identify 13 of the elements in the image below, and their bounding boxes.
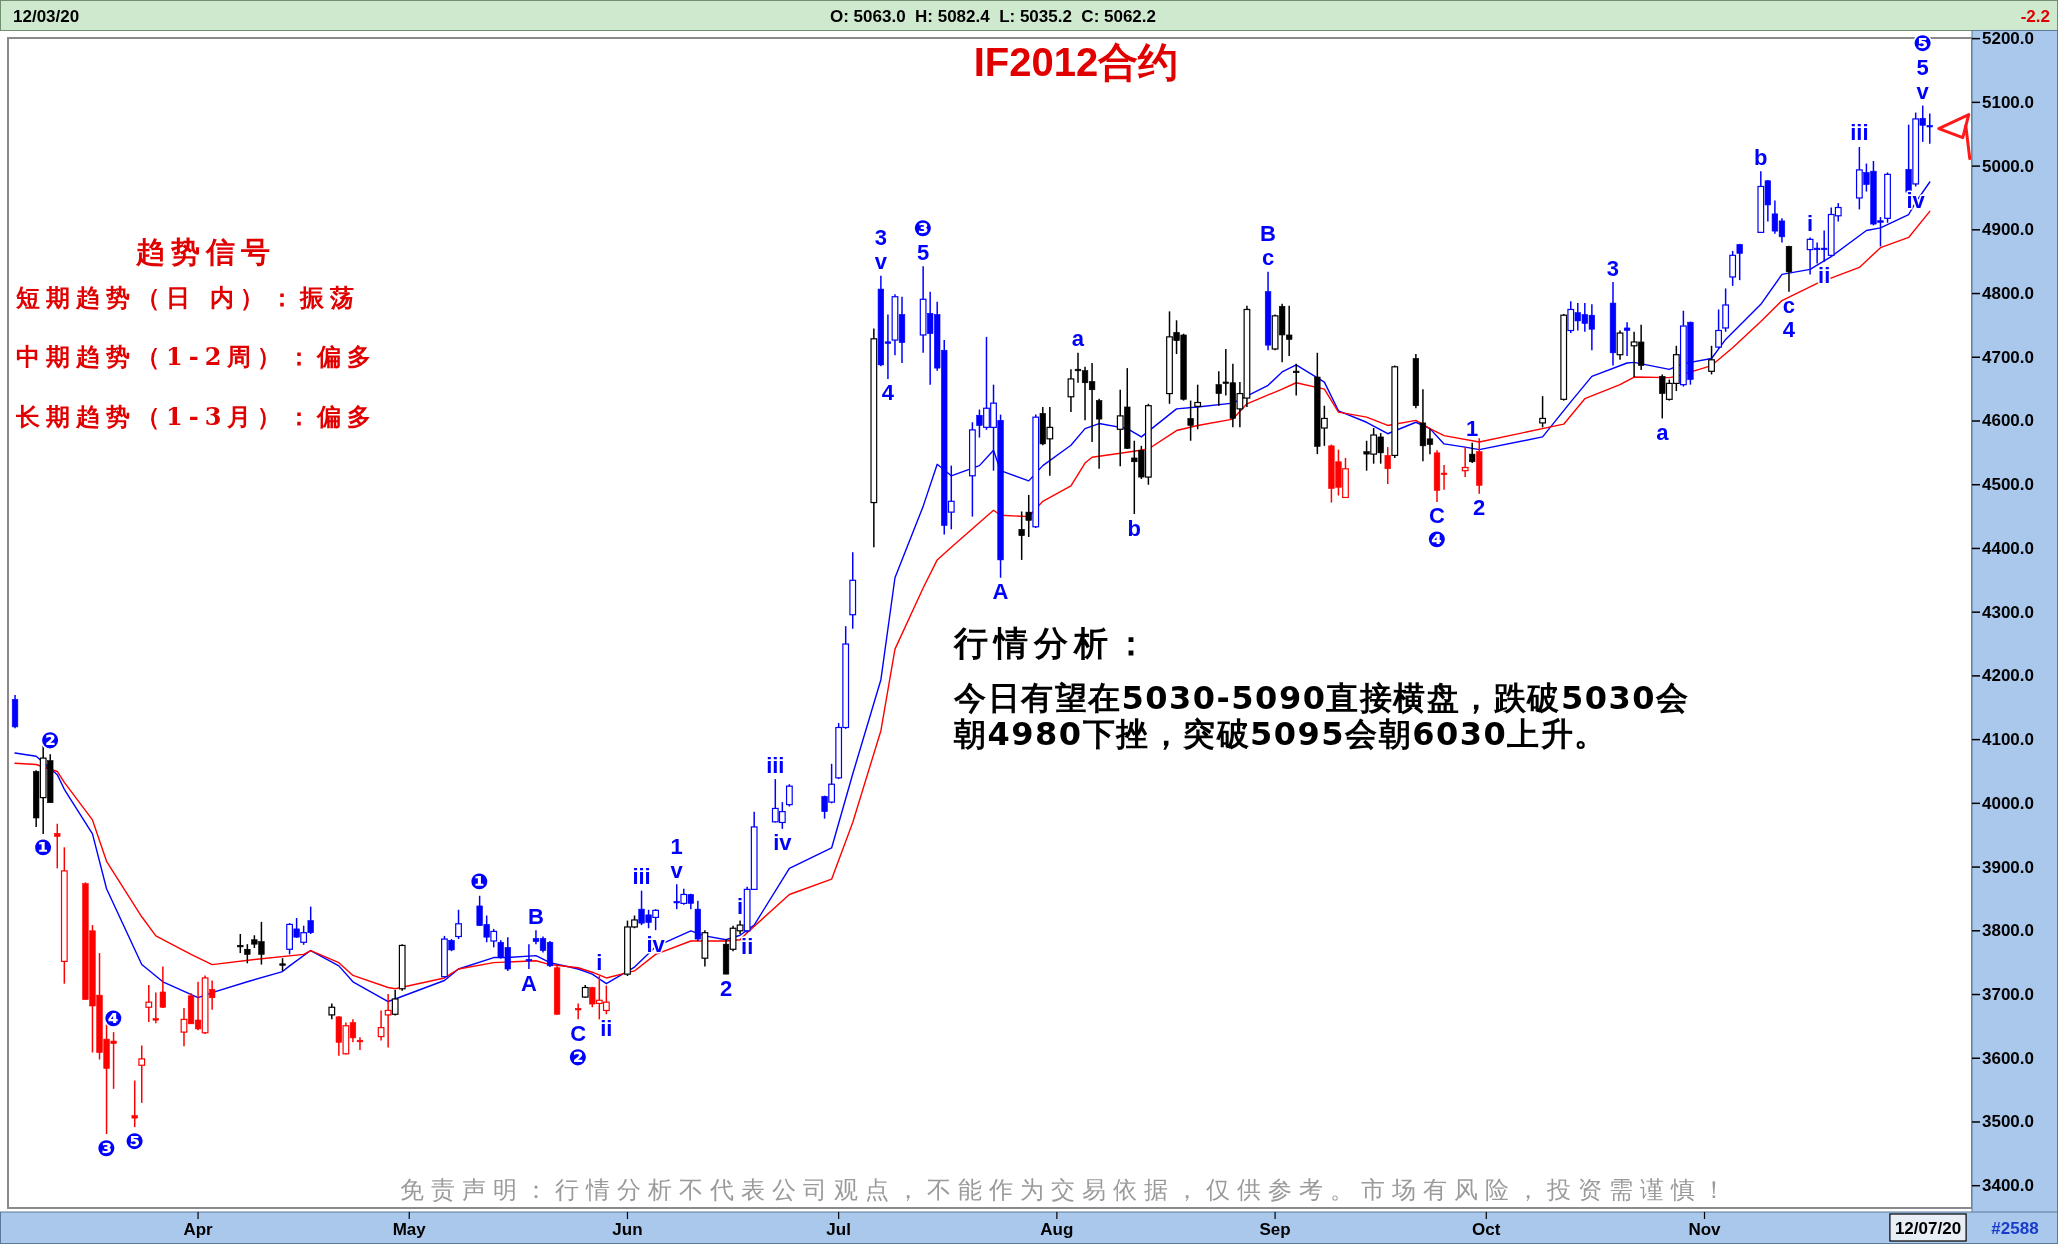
title: IF2012合约: [973, 40, 1179, 84]
note: 长期趋势（1-3月）：偏多: [16, 401, 378, 431]
note: #2588: [1991, 1218, 2039, 1238]
note: 12/03/20: [13, 6, 80, 26]
note: 免责声明：行情分析不代表公司观点，不能作为交易依据，仅供参考。市场有风险，投资需谨慎！: [399, 1176, 1733, 1204]
note: -2.2: [2020, 6, 2050, 26]
note: 短期趋势（日 内）：振荡: [16, 282, 361, 312]
note: 行情分析：: [954, 623, 1154, 663]
note: 中期趋势（1-2周）：偏多: [16, 341, 378, 371]
note: 12/07/20: [1894, 1218, 1962, 1238]
note: 趋势信号: [136, 235, 276, 269]
note: 今日有望在5030-5090直接横盘，跌破5030会朝4980下挫，突破5095会朝6030上升。: [954, 679, 1690, 753]
note: O: 5063.0 H: 5082.4 L: 5035.2 C: 5062.2: [830, 6, 1156, 26]
